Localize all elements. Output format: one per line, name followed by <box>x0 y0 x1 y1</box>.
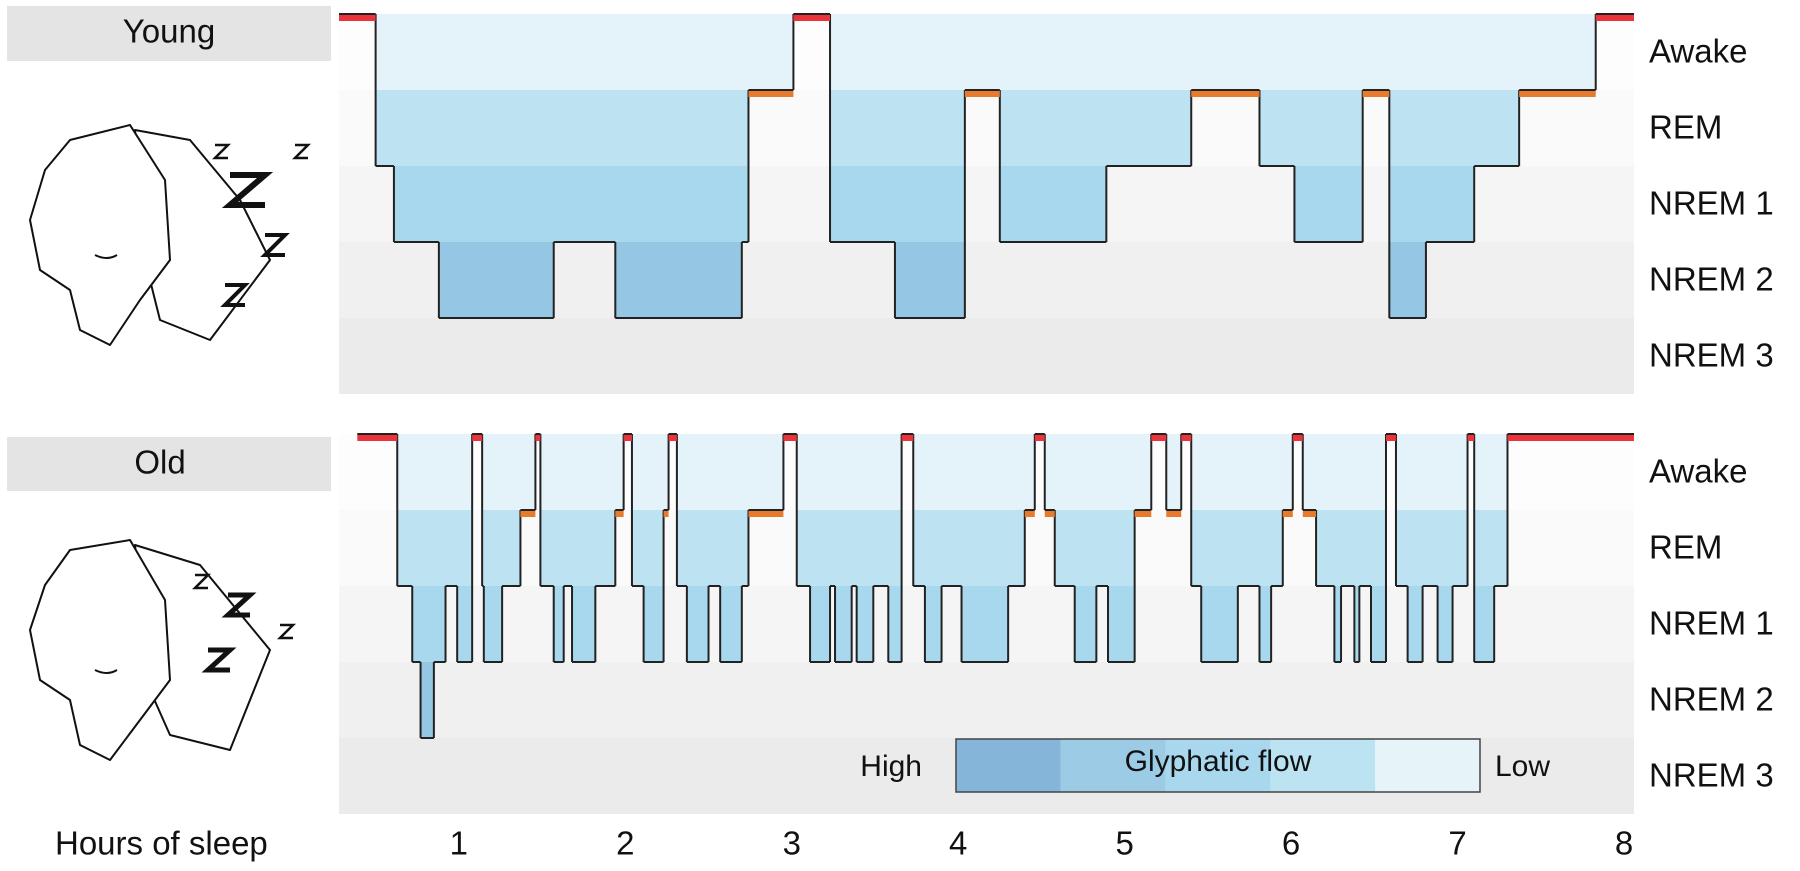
x-tick-label: 7 <box>1448 825 1466 862</box>
sleeper-young <box>29 124 312 346</box>
legend-title: Glyphatic flow <box>1125 745 1312 778</box>
legend-swatch <box>1270 739 1376 792</box>
legend-swatch <box>1060 739 1166 792</box>
legend-frame <box>955 738 1481 793</box>
stage-band <box>339 318 1634 394</box>
legend-swatch <box>1165 739 1271 792</box>
stage-stripe <box>1362 90 1390 97</box>
stage-stripe <box>1166 510 1182 517</box>
stage-stripe <box>1282 510 1293 517</box>
title-box <box>7 437 331 491</box>
stage-label: REM <box>1649 529 1722 566</box>
stage-label: NREM 3 <box>1649 757 1774 794</box>
stage-stripe <box>1034 434 1045 441</box>
stage-stripe <box>1191 90 1260 97</box>
stage-stripe <box>964 90 1000 97</box>
stage-stripe <box>1024 510 1035 517</box>
x-tick-label: 8 <box>1615 825 1633 862</box>
x-axis-label: Hours of sleep <box>55 825 268 862</box>
stage-label: NREM 2 <box>1649 681 1774 718</box>
flow-band <box>357 434 1634 510</box>
stage-label: NREM 1 <box>1649 185 1774 222</box>
stage-label: NREM 2 <box>1649 261 1774 298</box>
panel-title: Old <box>134 444 185 481</box>
x-tick-label: 4 <box>949 825 967 862</box>
stage-stripe <box>615 510 624 517</box>
sleeper-old <box>29 539 297 761</box>
legend-low: Low <box>1495 750 1550 783</box>
stage-stripe <box>623 434 632 441</box>
title-box <box>7 6 331 61</box>
x-tick-label: 5 <box>1115 825 1133 862</box>
stage-stripe <box>783 434 797 441</box>
stage-stripe <box>1181 434 1192 441</box>
stage-stripe <box>535 434 541 441</box>
stage-label: Awake <box>1649 33 1747 70</box>
stage-label: NREM 3 <box>1649 337 1774 374</box>
stage-stripe <box>901 434 914 441</box>
stage-stripe <box>668 434 677 441</box>
flow-band <box>339 14 1634 90</box>
flow-band <box>357 510 1634 586</box>
stage-stripe <box>1044 510 1055 517</box>
stage-stripe <box>748 90 794 97</box>
x-tick-label: 1 <box>450 825 468 862</box>
stage-stripe <box>1385 434 1396 441</box>
stage-stripe <box>1519 90 1596 97</box>
stage-label: NREM 1 <box>1649 605 1774 642</box>
stage-stripe <box>1292 434 1303 441</box>
stage-stripe <box>520 510 536 517</box>
stage-stripe <box>1151 434 1167 441</box>
stage-stripe <box>472 434 483 441</box>
x-tick-label: 2 <box>616 825 634 862</box>
panel-title: Young <box>123 13 215 50</box>
legend-high: High <box>860 750 922 783</box>
stage-stripe <box>1467 434 1475 441</box>
stage-stripe <box>793 14 831 21</box>
stage-stripe <box>339 14 376 21</box>
x-tick-label: 3 <box>783 825 801 862</box>
legend-swatch <box>1375 739 1480 792</box>
stage-stripe <box>1595 14 1634 21</box>
stage-stripe <box>748 510 784 517</box>
stage-label: Awake <box>1649 453 1747 490</box>
legend-swatch <box>956 739 1061 792</box>
stage-band <box>339 662 1634 738</box>
stage-stripe <box>1302 510 1317 517</box>
stage-stripe <box>1134 510 1152 517</box>
stage-stripe <box>1507 434 1634 441</box>
x-tick-label: 6 <box>1282 825 1300 862</box>
stage-stripe <box>663 510 669 517</box>
stage-stripe <box>357 434 398 441</box>
stage-label: REM <box>1649 109 1722 146</box>
